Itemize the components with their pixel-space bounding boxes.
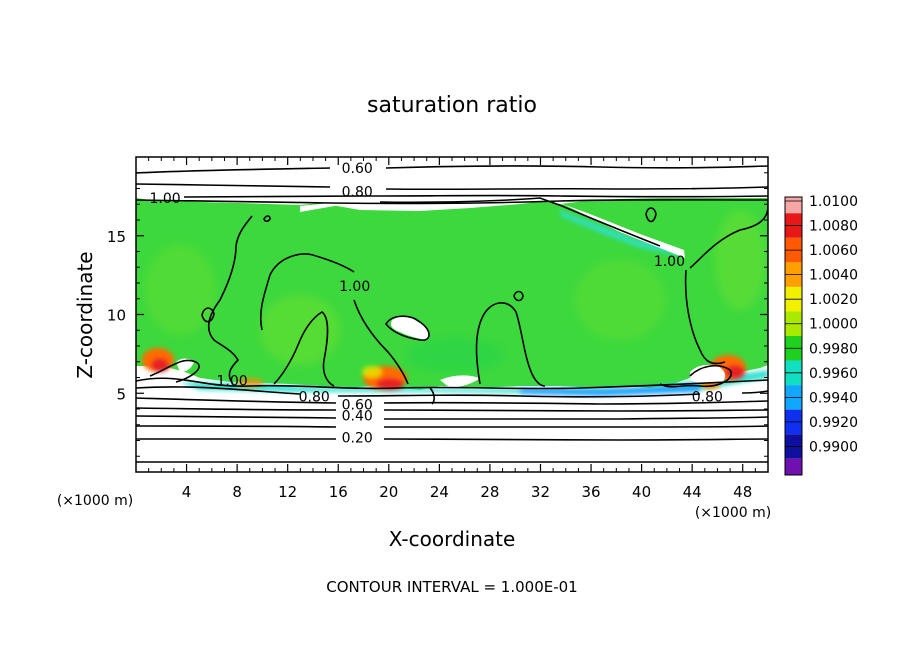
contour-label: 0.80 xyxy=(342,185,373,201)
contour-label: 0.80 xyxy=(692,389,723,405)
contour-line xyxy=(136,386,768,398)
hotspot-red xyxy=(376,378,404,390)
contour-labels: 0.600.801.001.001.001.000.80 0.600.400.20… xyxy=(149,161,722,446)
plot-area: 0.600.801.001.001.001.000.80 0.600.400.20… xyxy=(136,157,768,472)
contour-line xyxy=(379,197,661,247)
contour-label: 1.00 xyxy=(339,279,370,295)
x-axis-label: X-coordinate xyxy=(389,527,516,551)
contour-line xyxy=(136,438,768,441)
contour-label: 0.20 xyxy=(342,430,373,446)
contour-line xyxy=(136,397,768,405)
contour-line xyxy=(429,387,435,405)
colorbar-swatch xyxy=(785,197,802,214)
colorbar-label: 1.0080 xyxy=(809,219,858,235)
unsaturated-patch xyxy=(391,316,429,340)
contour-line xyxy=(259,253,355,331)
x-tick-label: 28 xyxy=(480,483,499,501)
contour-line xyxy=(149,359,733,388)
colorbar-label: 0.9920 xyxy=(809,415,858,431)
colorbar-label: 1.0040 xyxy=(809,268,858,284)
contour-interval-note: CONTOUR INTERVAL = 1.000E-01 xyxy=(326,578,577,596)
x-tick-label: 4 xyxy=(182,483,192,501)
y-tick-label: 5 xyxy=(116,385,126,403)
contour-line xyxy=(201,307,215,323)
colorbar-label: 1.0060 xyxy=(809,243,858,259)
x-tick-label: 16 xyxy=(329,483,348,501)
x-tick-label: 20 xyxy=(379,483,398,501)
contour-line xyxy=(136,415,768,420)
contour-line xyxy=(183,194,768,198)
y-tick-label: 10 xyxy=(107,307,126,325)
colorbar-swatch xyxy=(785,458,802,475)
x-ticks: 4 8 12 16 20 24 28 32 36 40 44 48 xyxy=(148,157,756,501)
contour-line xyxy=(136,183,768,191)
saturated-region xyxy=(136,198,768,390)
colorbar-label: 0.9980 xyxy=(809,341,858,357)
contour-line xyxy=(136,407,768,412)
contour-label: 0.80 xyxy=(299,389,330,405)
contour-line xyxy=(136,425,768,428)
contour-line xyxy=(136,377,768,390)
colorbar-label: 1.0020 xyxy=(809,292,858,308)
contour-label: 0.60 xyxy=(342,397,373,413)
contour-line xyxy=(273,311,335,387)
contour-line xyxy=(513,290,524,302)
contour-line xyxy=(689,205,768,269)
x-tick-label: 36 xyxy=(581,483,600,501)
x-tick-label: 32 xyxy=(531,483,550,501)
contour-line xyxy=(136,165,768,174)
contour-label: 0.40 xyxy=(342,408,373,424)
x-tick-label: 44 xyxy=(683,483,702,501)
contour-line xyxy=(645,207,657,223)
x-unit-left: (×1000 m) xyxy=(57,493,133,509)
shading-patch xyxy=(405,337,505,373)
colorbar-label: 0.9940 xyxy=(809,390,858,406)
shading-patch xyxy=(715,210,765,310)
colorbar-frame xyxy=(784,196,803,476)
y-ticks: 5 10 15 xyxy=(107,172,768,457)
contour-label: 1.00 xyxy=(149,191,180,207)
colorbar-label: 1.0000 xyxy=(809,317,858,333)
x-unit-right: (×1000 m) xyxy=(695,505,771,521)
unsaturated-patch xyxy=(440,375,480,388)
hotspot-red xyxy=(151,358,169,372)
contour-line xyxy=(475,302,546,387)
colorbar-label: 0.9900 xyxy=(809,439,858,455)
y-axis-label: Z-coordinate xyxy=(73,251,97,378)
x-tick-label: 12 xyxy=(278,483,297,501)
x-tick-label: 48 xyxy=(733,483,752,501)
colorbar-label: 1.0100 xyxy=(809,194,858,210)
shading-patch xyxy=(145,245,215,335)
x-tick-label: 24 xyxy=(430,483,449,501)
cyan-edge xyxy=(560,210,680,256)
shading-patch xyxy=(575,260,665,340)
hotspot-yellow xyxy=(362,366,382,378)
x-tick-label: 8 xyxy=(232,483,242,501)
contour-line xyxy=(263,215,271,223)
contour-lines xyxy=(136,165,768,463)
colorbar: 1.0100 1.0080 1.0060 1.0040 1.0020 1.0000 0.99… xyxy=(784,194,858,476)
contour-line xyxy=(684,269,726,365)
unsaturated-band xyxy=(300,200,685,258)
colorbar-label: 0.9960 xyxy=(809,366,858,382)
contour-line xyxy=(136,198,768,205)
hotspot-red xyxy=(725,365,745,379)
contour-line xyxy=(385,315,430,341)
x-tick-label: 40 xyxy=(632,483,651,501)
contour-label: 1.00 xyxy=(654,254,685,270)
contour-label: 0.60 xyxy=(342,161,373,177)
y-tick-label: 15 xyxy=(107,228,126,246)
chart-title: saturation ratio xyxy=(367,93,537,118)
green-shading xyxy=(145,210,765,373)
blue-edge xyxy=(520,384,700,396)
contour-line xyxy=(353,299,409,385)
contour-label: 1.00 xyxy=(216,374,247,390)
